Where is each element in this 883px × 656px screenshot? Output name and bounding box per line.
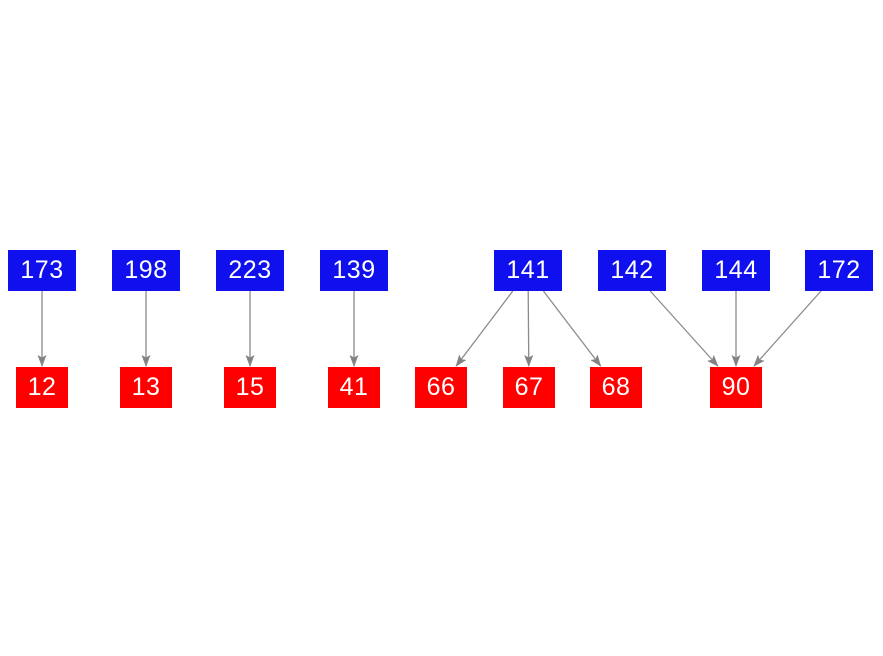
graph-node-15: 15 — [224, 367, 276, 408]
node-label: 144 — [714, 256, 758, 284]
node-label: 68 — [601, 373, 631, 401]
node-label: 13 — [131, 373, 161, 401]
edge-141-68 — [542, 290, 602, 367]
graph-node-13: 13 — [120, 367, 172, 408]
node-label: 142 — [610, 256, 654, 284]
graph-node-223: 223 — [216, 250, 284, 291]
graph-node-141: 141 — [494, 250, 562, 291]
graph-node-67: 67 — [503, 367, 555, 408]
node-label: 139 — [332, 256, 376, 284]
graph-node-173: 173 — [8, 250, 76, 291]
node-label: 141 — [506, 256, 550, 284]
graph-node-142: 142 — [598, 250, 666, 291]
graph-node-144: 144 — [702, 250, 770, 291]
edge-172-90 — [753, 290, 822, 367]
node-label: 15 — [235, 373, 265, 401]
node-label: 172 — [817, 256, 861, 284]
graph-node-68: 68 — [590, 367, 642, 408]
node-label: 173 — [20, 256, 64, 284]
node-label: 90 — [721, 373, 751, 401]
graph-node-172: 172 — [805, 250, 873, 291]
graph-node-139: 139 — [320, 250, 388, 291]
graph-node-41: 41 — [328, 367, 380, 408]
graph-node-198: 198 — [112, 250, 180, 291]
node-label: 66 — [426, 373, 456, 401]
graph-node-66: 66 — [415, 367, 467, 408]
edge-141-67 — [524, 290, 534, 367]
graph-node-90: 90 — [710, 367, 762, 408]
node-label: 41 — [339, 373, 369, 401]
edge-142-90 — [649, 290, 719, 367]
node-label: 198 — [124, 256, 168, 284]
graph-node-12: 12 — [16, 367, 68, 408]
node-label: 12 — [27, 373, 57, 401]
node-label: 223 — [228, 256, 272, 284]
node-label: 67 — [514, 373, 544, 401]
edge-141-66 — [455, 290, 514, 367]
